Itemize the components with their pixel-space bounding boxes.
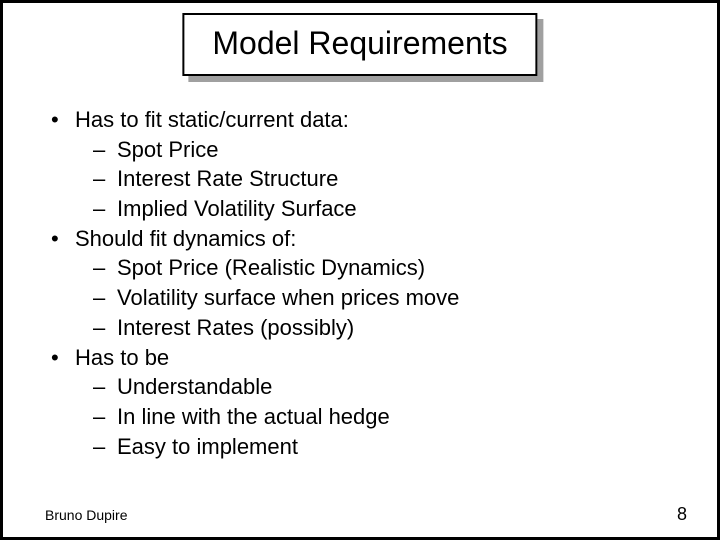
sub-bullet-item: Spot Price (Realistic Dynamics) — [91, 253, 673, 283]
sub-bullet-item: Interest Rate Structure — [91, 164, 673, 194]
slide-frame: Model Requirements Has to fit static/cur… — [0, 0, 720, 540]
sub-bullet-item: Interest Rates (possibly) — [91, 313, 673, 343]
sub-bullet-item: Volatility surface when prices move — [91, 283, 673, 313]
title-container: Model Requirements — [182, 13, 537, 76]
sub-bullet-item: Spot Price — [91, 135, 673, 165]
footer-author: Bruno Dupire — [45, 507, 128, 523]
sub-bullet-text: Easy to implement — [117, 434, 298, 459]
sub-bullet-text: Implied Volatility Surface — [117, 196, 357, 221]
sub-bullet-item: Understandable — [91, 372, 673, 402]
sub-bullet-item: Easy to implement — [91, 432, 673, 462]
footer-page-number: 8 — [677, 504, 687, 525]
sub-bullet-text: In line with the actual hedge — [117, 404, 390, 429]
bullet-text: Has to fit static/current data: — [75, 107, 349, 132]
sub-bullet-list: Spot Price (Realistic Dynamics) Volatili… — [75, 253, 673, 342]
sub-bullet-list: Spot Price Interest Rate Structure Impli… — [75, 135, 673, 224]
bullet-item: Has to fit static/current data: Spot Pri… — [47, 105, 673, 224]
sub-bullet-text: Interest Rate Structure — [117, 166, 338, 191]
bullet-text: Has to be — [75, 345, 169, 370]
sub-bullet-list: Understandable In line with the actual h… — [75, 372, 673, 461]
bullet-list: Has to fit static/current data: Spot Pri… — [47, 105, 673, 461]
bullet-item: Should fit dynamics of: Spot Price (Real… — [47, 224, 673, 343]
sub-bullet-item: In line with the actual hedge — [91, 402, 673, 432]
slide-title: Model Requirements — [182, 13, 537, 76]
sub-bullet-text: Understandable — [117, 374, 272, 399]
sub-bullet-text: Spot Price (Realistic Dynamics) — [117, 255, 425, 280]
sub-bullet-text: Interest Rates (possibly) — [117, 315, 354, 340]
sub-bullet-text: Volatility surface when prices move — [117, 285, 459, 310]
bullet-item: Has to be Understandable In line with th… — [47, 343, 673, 462]
bullet-text: Should fit dynamics of: — [75, 226, 296, 251]
sub-bullet-item: Implied Volatility Surface — [91, 194, 673, 224]
slide-body: Has to fit static/current data: Spot Pri… — [47, 105, 673, 461]
sub-bullet-text: Spot Price — [117, 137, 219, 162]
